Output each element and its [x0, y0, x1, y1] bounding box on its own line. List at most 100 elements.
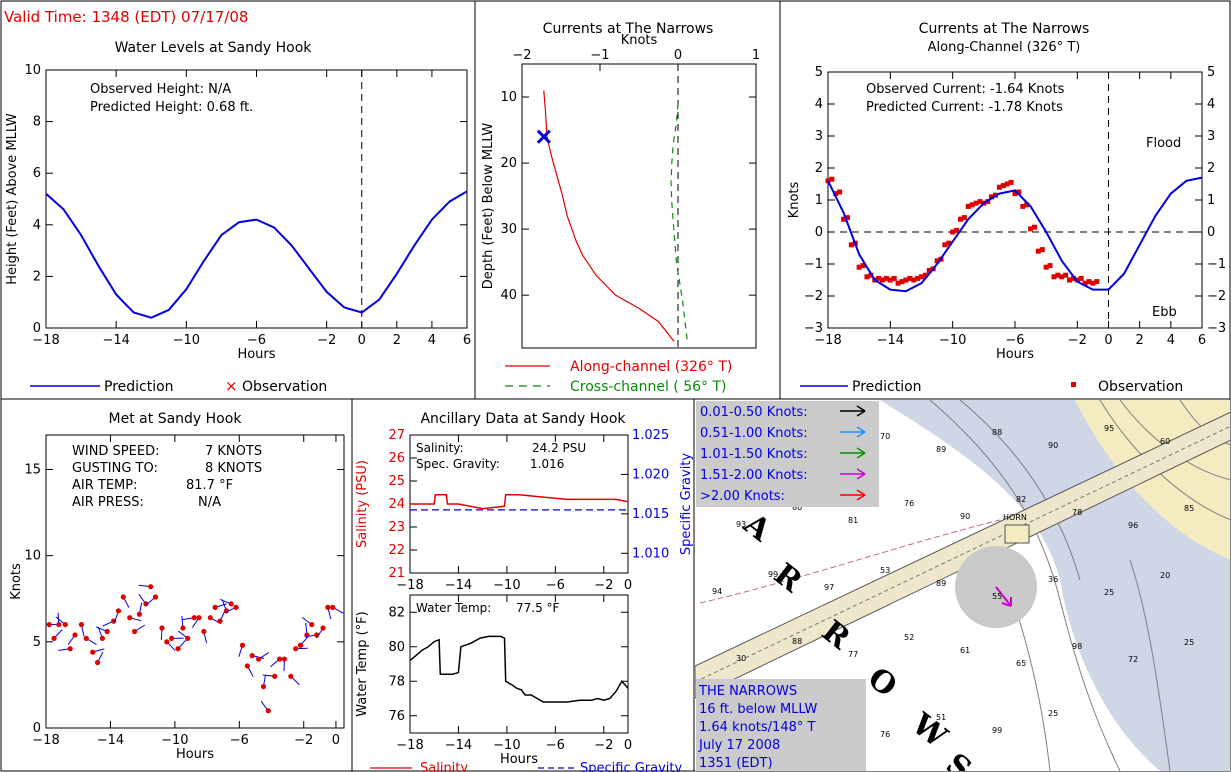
along-channel-profile: [543, 90, 675, 342]
wind-point: [265, 708, 271, 714]
observation-point: [1086, 279, 1092, 285]
observation-point: [1059, 274, 1065, 280]
wind-point: [72, 632, 78, 638]
salinity-value: 24.2 PSU: [532, 441, 586, 455]
x-axis-label: Hours: [176, 747, 214, 762]
map-sounding: 25: [1048, 709, 1058, 718]
wind-point: [131, 628, 138, 635]
observation-point: [977, 199, 983, 205]
wind-point: [180, 625, 186, 631]
observation-point: [1047, 263, 1053, 269]
observation-point: [1031, 224, 1037, 230]
observation-point: [829, 176, 835, 182]
salinity-label: Salinity:: [416, 441, 464, 455]
x-tick-label: −14: [877, 333, 904, 348]
x-tick-label: 0: [624, 738, 632, 753]
speed-legend-arrowhead: [856, 405, 866, 417]
map-sounding: 53: [880, 566, 890, 575]
x-tick-label: −6: [546, 738, 565, 753]
y-tick-label: 1: [815, 193, 823, 208]
met-title: Met at Sandy Hook: [109, 411, 243, 427]
observation-point: [883, 275, 889, 281]
map-sounding: 95: [1104, 424, 1114, 433]
sg-legend-label: Specific Gravity: [580, 761, 683, 772]
x-tick-label: 0: [674, 48, 682, 63]
y-tick-label: 40: [500, 288, 517, 303]
map-sounding: 89: [936, 445, 946, 454]
map-sounding: 77: [848, 650, 858, 659]
x-tick-label: −6: [230, 733, 249, 748]
y-axis-label: Knots: [9, 563, 24, 600]
observation-point: [946, 240, 952, 246]
x-tick-label: 0: [358, 333, 366, 348]
wind-point: [99, 635, 105, 641]
observation-point: [911, 277, 917, 283]
map-water-right: [1201, 601, 1230, 771]
y-tick-label: 21: [388, 566, 405, 581]
observation-point: [915, 275, 921, 281]
map-sounding: 80: [792, 503, 802, 512]
water-temp-axes: −18 −14 −10 −6 −2 0 76 78 80 82 Hours Water Temp (°…: [355, 594, 632, 767]
ancillary-title: Ancillary Data at Sandy Hook: [420, 411, 626, 427]
wind-point: [272, 673, 278, 679]
y-tick-label: 80: [388, 640, 405, 655]
salinity-line: [410, 494, 629, 510]
flood-label: Flood: [1146, 136, 1181, 151]
map-sounding: 20: [1160, 571, 1170, 580]
x-tick-label: 2: [393, 333, 401, 348]
speed-legend-label: 0.01-0.50 Knots:: [700, 405, 808, 420]
y-tick-label: 82: [388, 605, 405, 620]
observation-point: [969, 202, 975, 208]
observation-point: [965, 203, 971, 209]
y-tick-label: 23: [388, 520, 405, 535]
speed-legend-box: [696, 401, 879, 507]
observation-point: [934, 258, 940, 264]
observation-point: [942, 242, 948, 248]
observation-point: [919, 274, 924, 280]
spec-gravity-label: Spec. Gravity:: [416, 457, 500, 471]
observation-point: [1016, 189, 1022, 195]
water-temp-line: [409, 635, 629, 703]
y-tick-label: −3: [804, 321, 823, 336]
observation-point: [1063, 272, 1069, 278]
plot-frame: [409, 594, 629, 734]
observation-point: [876, 275, 882, 281]
y-tick-label-right: −2: [1207, 289, 1226, 304]
observation-point: [1008, 179, 1014, 185]
wind-point: [325, 604, 331, 610]
map-sounding: 88: [992, 428, 1002, 437]
y-tick-label: 2: [33, 269, 41, 284]
wind-point: [256, 656, 262, 662]
observation-point: [1090, 280, 1096, 286]
plot-frame: [45, 434, 345, 729]
observation-point: [895, 280, 901, 286]
landmark-label: HORN: [1003, 513, 1027, 522]
map-sounding: 78: [1072, 508, 1082, 517]
observation-legend-label: Observation: [242, 379, 327, 395]
x-tick-label: −2: [594, 738, 613, 753]
observation-point: [961, 215, 967, 221]
y2-tick-label: 1.020: [632, 467, 669, 482]
water-level-title: Water Levels at Sandy Hook: [115, 40, 313, 56]
y-tick-label: 15: [24, 462, 41, 477]
y-tick-label: 10: [24, 63, 41, 78]
observation-point: [1051, 274, 1057, 280]
wind-point: [148, 584, 154, 590]
map-sounding: 90: [1048, 441, 1058, 450]
x-tick-label: −2: [1068, 333, 1087, 348]
wind-point: [152, 594, 159, 600]
wind-point: [143, 601, 149, 607]
speed-legend-label: >2.00 Knots:: [700, 489, 785, 504]
observation-point: [844, 215, 850, 221]
y-tick-label: 20: [500, 156, 517, 171]
station-info: THE NARROWS 16 ft. below MLLW 1.64 knots/1…: [698, 684, 817, 771]
water-level-prediction-line: [45, 190, 468, 319]
bridge-roadway: [695, 411, 1230, 699]
y-tick-label: 0: [33, 321, 41, 336]
along-channel-title: Currents at The Narrows: [919, 21, 1090, 37]
map-sounding: 96: [1128, 521, 1138, 530]
predicted-current: Predicted Current: -1.78 Knots: [866, 100, 1063, 115]
gust-value: 8 KNOTS: [205, 461, 262, 476]
